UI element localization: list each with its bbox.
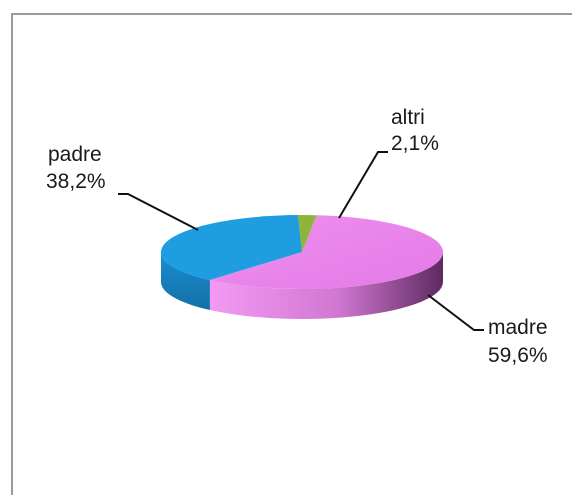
pie-slice-altri: [298, 215, 317, 252]
pie-slice-padre: [160, 215, 302, 281]
leader-line-madre: [427, 294, 484, 331]
label-madre-value: 59,6%: [488, 344, 548, 367]
label-altri-value: 2,1%: [391, 132, 439, 155]
label-altri-category: altri: [391, 106, 425, 129]
label-padre-category: padre: [48, 143, 102, 166]
leader-line-padre: [118, 193, 199, 231]
chart-border: [11, 13, 572, 495]
label-padre-value: 38,2%: [46, 170, 106, 193]
leader-line-altri: [338, 151, 388, 219]
pie-side-madre: [209, 252, 443, 319]
label-madre-category: madre: [488, 316, 548, 339]
pie-slice-madre: [209, 215, 443, 289]
pie-side-padre: [161, 252, 210, 311]
